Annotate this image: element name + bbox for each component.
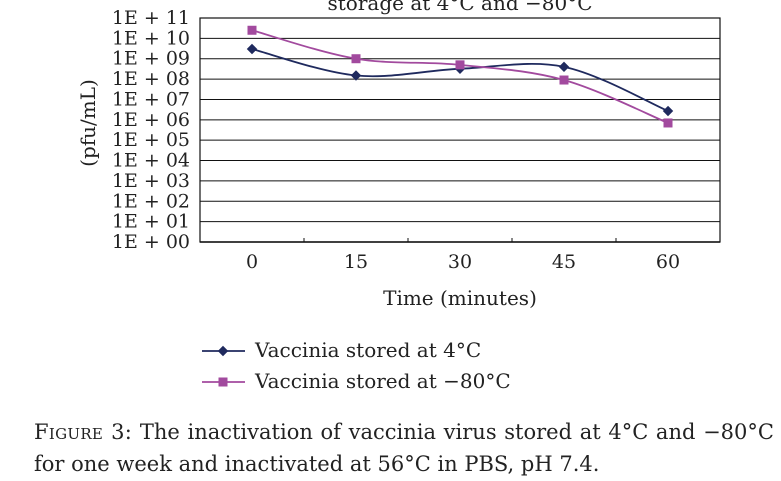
- plot-frame: [199, 17, 721, 243]
- y-axis-label: (pfu/mL): [76, 79, 100, 167]
- y-tick-label: 1E + 00: [112, 231, 190, 253]
- data-point-square: [455, 60, 465, 70]
- legend-item-4c: Vaccinia stored at 4°C: [202, 338, 481, 362]
- y-tick-label: 1E + 02: [112, 190, 190, 212]
- caption-text: The inactivation of vaccinia virus store…: [34, 420, 774, 476]
- legend-label: Vaccinia stored at 4°C: [254, 338, 481, 362]
- data-point-square: [247, 25, 257, 35]
- series-layer: [246, 25, 674, 128]
- data-point-diamond: [662, 105, 674, 117]
- y-tick-label: 1E + 11: [112, 7, 190, 29]
- x-tick-label: 0: [246, 251, 258, 273]
- legend: Vaccinia stored at 4°C Vaccinia stored at…: [202, 338, 511, 393]
- y-tick-label: 1E + 05: [112, 129, 190, 151]
- data-point-square: [663, 118, 673, 128]
- y-tick-label: 1E + 03: [112, 170, 190, 192]
- chart-title: storage at 4°C and −80°C: [328, 0, 593, 15]
- y-tick-label: 1E + 06: [112, 109, 190, 131]
- y-tick-label: 1E + 04: [112, 150, 190, 172]
- series-line-minus80c: [251, 29, 669, 124]
- grid-lines: [199, 17, 721, 243]
- data-point-diamond: [217, 345, 229, 357]
- caption-label: Figure 3:: [34, 420, 133, 444]
- data-point-diamond: [350, 70, 362, 81]
- x-axis-ticks: 0 15 30 45 60: [246, 238, 680, 273]
- legend-item-minus80c: Vaccinia stored at −80°C: [202, 369, 511, 393]
- y-tick-label: 1E + 07: [112, 88, 190, 110]
- x-tick-label: 45: [552, 251, 576, 273]
- y-tick-label: 1E + 01: [112, 211, 190, 233]
- legend-label: Vaccinia stored at −80°C: [254, 369, 511, 393]
- y-tick-label: 1E + 08: [112, 68, 190, 90]
- x-axis-label: Time (minutes): [383, 286, 537, 310]
- figure-caption: Figure 3: The inactivation of vaccinia v…: [34, 416, 774, 480]
- x-tick-label: 30: [448, 251, 472, 273]
- x-tick-label: 60: [656, 251, 680, 273]
- data-point-diamond: [558, 61, 570, 73]
- data-point-diamond: [246, 43, 258, 55]
- data-point-square: [351, 54, 361, 64]
- data-point-square: [559, 75, 569, 85]
- x-tick-label: 15: [344, 251, 368, 273]
- y-tick-label: 1E + 09: [112, 48, 190, 70]
- data-point-square: [218, 377, 228, 387]
- y-tick-label: 1E + 10: [112, 27, 190, 49]
